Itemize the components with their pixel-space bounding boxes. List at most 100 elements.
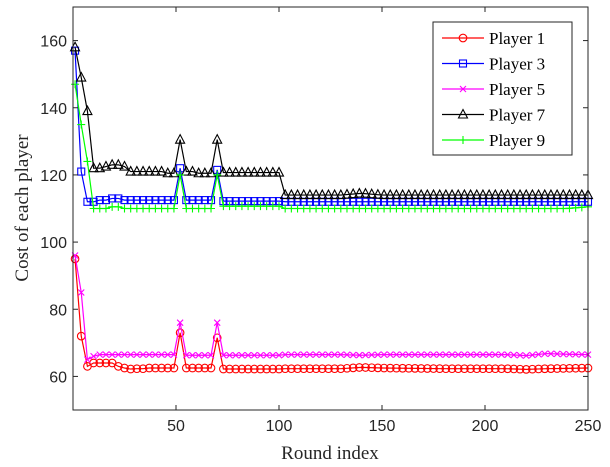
data-point-player-3 <box>77 167 86 176</box>
data-point-player-5 <box>368 351 376 359</box>
data-point-player-5 <box>504 351 512 359</box>
data-point-player-9 <box>275 202 283 211</box>
data-point-player-5 <box>430 351 437 358</box>
data-point-player-1 <box>509 364 519 374</box>
data-point-player-5 <box>189 351 196 359</box>
data-point-player-7 <box>88 162 100 173</box>
data-point-player-1 <box>113 361 123 371</box>
data-point-player-7 <box>353 187 365 198</box>
data-point-player-7 <box>564 188 575 200</box>
data-point-player-7 <box>335 188 347 200</box>
legend-label-player-9: Player 9 <box>489 131 545 150</box>
data-point-player-7 <box>224 166 235 177</box>
data-point-player-1 <box>330 364 339 374</box>
data-point-player-3 <box>157 196 166 205</box>
data-point-player-1 <box>280 364 290 374</box>
data-point-player-5 <box>139 351 147 358</box>
data-point-player-3 <box>126 196 135 205</box>
legend-label-player-3: Player 3 <box>489 55 545 74</box>
data-point-player-7 <box>471 188 483 200</box>
legend-marker-player-5 <box>459 85 467 93</box>
data-point-player-7 <box>236 166 248 177</box>
data-point-player-5 <box>380 351 388 358</box>
data-point-player-5 <box>448 351 456 358</box>
data-point-player-1 <box>163 363 173 373</box>
data-point-player-1 <box>404 363 414 373</box>
data-point-player-3 <box>95 196 104 205</box>
data-point-player-7 <box>248 166 260 177</box>
data-point-player-7 <box>125 165 137 176</box>
data-point-player-1 <box>441 364 451 374</box>
data-point-player-5 <box>145 351 153 358</box>
data-point-player-7 <box>458 188 470 200</box>
data-point-player-7 <box>508 188 520 200</box>
data-point-player-1 <box>466 364 475 374</box>
data-point-player-1 <box>348 363 358 373</box>
data-point-player-7 <box>341 188 353 199</box>
data-point-player-5 <box>516 351 524 359</box>
data-point-player-1 <box>336 364 346 374</box>
data-point-player-5 <box>355 351 363 359</box>
data-point-player-5 <box>170 351 178 358</box>
data-point-player-5 <box>547 350 555 358</box>
data-point-player-5 <box>386 351 394 358</box>
axes-box <box>72 6 589 411</box>
data-point-player-1 <box>429 364 438 373</box>
data-point-player-1 <box>435 364 445 373</box>
data-point-player-7 <box>520 188 532 200</box>
data-point-player-1 <box>515 364 525 374</box>
data-point-player-5 <box>152 351 159 358</box>
data-point-player-7 <box>94 162 106 173</box>
data-point-player-1 <box>361 363 370 372</box>
series-line-player-3 <box>74 50 588 203</box>
x-tick-label: 100 <box>266 418 293 435</box>
data-point-player-1 <box>497 364 506 374</box>
x-tick-label: 200 <box>472 418 499 435</box>
data-point-player-7 <box>255 166 266 177</box>
data-point-player-7 <box>100 160 112 171</box>
y-tick-label: 140 <box>40 101 67 118</box>
data-point-player-1 <box>528 364 537 374</box>
data-point-player-1 <box>256 364 265 374</box>
series-player-9 <box>71 80 592 213</box>
data-point-player-5 <box>133 351 141 358</box>
data-point-player-5 <box>535 350 542 358</box>
data-point-player-7 <box>267 166 279 177</box>
data-point-player-1 <box>379 363 389 373</box>
data-point-player-1 <box>410 364 420 373</box>
data-point-player-1 <box>126 364 136 374</box>
data-point-player-1 <box>175 328 185 338</box>
data-point-player-7 <box>310 188 322 200</box>
data-point-player-5 <box>417 351 425 358</box>
legend-marker-player-1 <box>458 33 468 43</box>
data-point-player-3 <box>163 196 172 205</box>
data-point-player-7 <box>421 188 433 200</box>
data-point-player-3 <box>182 196 191 205</box>
data-point-player-7 <box>82 104 93 116</box>
data-point-player-5 <box>423 351 431 358</box>
data-point-player-3 <box>83 197 92 206</box>
data-point-player-5 <box>522 352 530 359</box>
data-point-player-1 <box>558 364 568 373</box>
data-point-player-5 <box>108 351 116 358</box>
data-point-player-5 <box>164 351 172 358</box>
x-tick-label: 250 <box>575 418 602 435</box>
data-point-player-1 <box>169 363 179 373</box>
data-point-player-1 <box>546 364 556 373</box>
data-point-player-5 <box>257 351 264 359</box>
data-point-player-5 <box>498 351 505 358</box>
data-point-player-5 <box>318 351 326 358</box>
y-tick-label: 60 <box>49 369 67 386</box>
data-point-player-1 <box>460 364 469 374</box>
data-point-player-9 <box>114 202 123 211</box>
data-point-player-1 <box>225 364 234 374</box>
data-point-player-3 <box>151 196 160 205</box>
data-point-player-7 <box>316 188 328 200</box>
data-point-player-1 <box>311 364 321 374</box>
data-point-player-1 <box>274 364 284 374</box>
x-axis-label: Round index <box>281 443 379 464</box>
data-point-player-7 <box>156 165 167 176</box>
data-point-player-7 <box>329 188 341 200</box>
data-point-player-1 <box>478 364 488 374</box>
data-point-player-3 <box>188 196 197 205</box>
